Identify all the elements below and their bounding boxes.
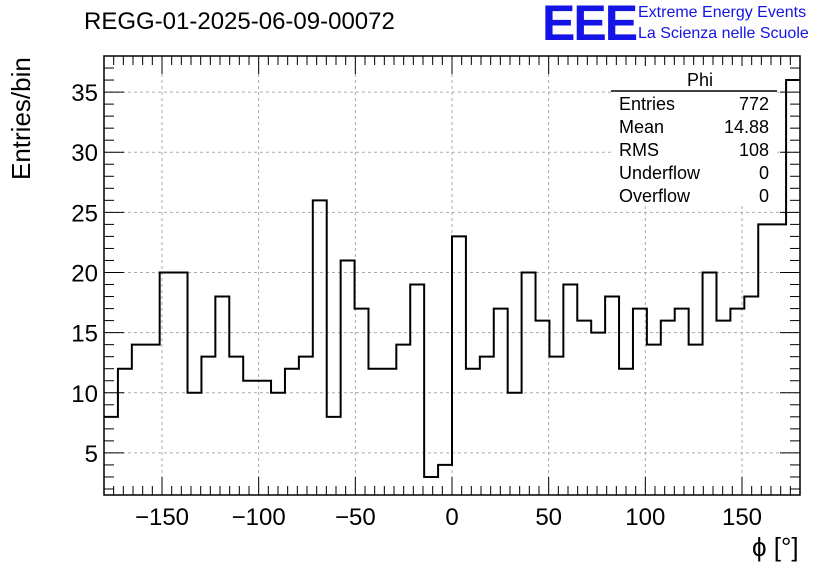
y-tick-label: 15 xyxy=(71,321,98,348)
x-tick-label: 100 xyxy=(625,504,665,531)
stats-label: Entries xyxy=(619,94,675,114)
y-tick-label: 10 xyxy=(71,381,98,408)
y-tick-label: 35 xyxy=(71,80,98,107)
x-axis-label: ϕ [°] xyxy=(752,532,799,562)
stats-value: 0 xyxy=(759,186,769,206)
histogram-line xyxy=(104,79,800,478)
y-tick-label: 5 xyxy=(85,441,98,468)
y-tick-label: 20 xyxy=(71,260,98,287)
stats-value: 14.88 xyxy=(724,117,769,137)
x-tick-label: −50 xyxy=(335,504,376,531)
x-tick-label: −150 xyxy=(135,504,189,531)
x-tick-label: 150 xyxy=(722,504,762,531)
stats-title: Phi xyxy=(687,70,713,90)
x-tick-label: −100 xyxy=(232,504,286,531)
stats-value: 772 xyxy=(739,94,769,114)
eee-logo: EEE xyxy=(542,0,638,51)
x-tick-label: 50 xyxy=(535,504,562,531)
stats-value: 0 xyxy=(759,163,769,183)
y-tick-label: 30 xyxy=(71,140,98,167)
x-tick-labels: −150 −100 −50 0 50 100 150 xyxy=(135,504,762,531)
y-tick-label: 25 xyxy=(71,200,98,227)
stats-label: Underflow xyxy=(619,163,701,183)
stats-label: RMS xyxy=(619,140,659,160)
stats-label: Mean xyxy=(619,117,664,137)
x-tick-label: 0 xyxy=(445,504,458,531)
stats-box: Phi Entries 772 Mean 14.88 RMS 108 Underflow 0 Ov… xyxy=(611,66,777,206)
chart-title: REGG-01-2025-06-09-00072 xyxy=(84,8,395,35)
logo-line-2: La Scienza nelle Scuole xyxy=(638,25,809,42)
stats-value: 108 xyxy=(739,140,769,160)
logo-line-1: Extreme Energy Events xyxy=(638,4,807,21)
axis-ticks xyxy=(104,56,800,495)
stats-label: Overflow xyxy=(619,186,691,206)
stats-box-background xyxy=(611,66,777,206)
y-tick-labels: 5 10 15 20 25 30 35 xyxy=(71,80,98,468)
